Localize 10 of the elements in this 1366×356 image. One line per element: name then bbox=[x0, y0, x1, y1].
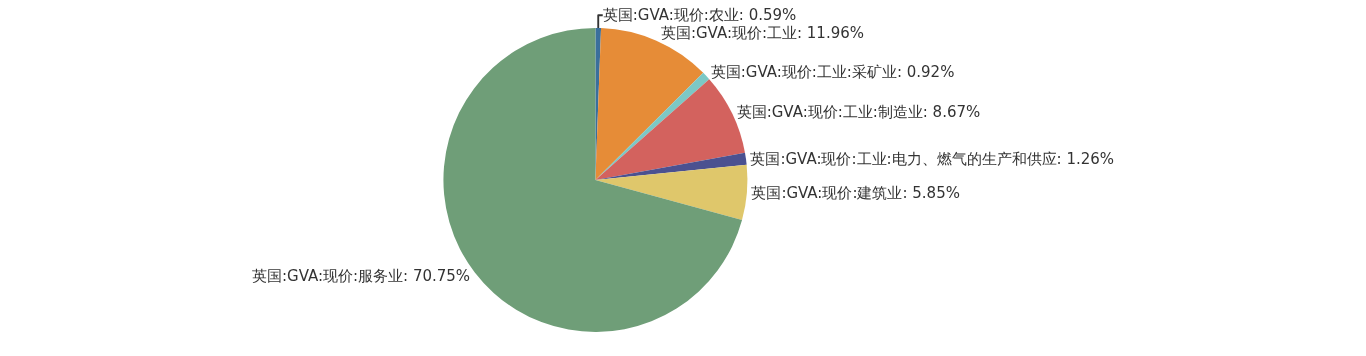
pie-slice bbox=[595, 164, 748, 221]
pie-slice bbox=[595, 152, 747, 180]
slice-label: 英国:GVA:现价:工业:采矿业: 0.92% bbox=[710, 62, 955, 81]
slice-label: 英国:GVA:现价:建筑业: 5.85% bbox=[751, 183, 960, 202]
slice-label: 英国:GVA:现价:农业: 0.59% bbox=[602, 6, 797, 25]
slice-label: 英国:GVA:现价:工业: 11.96% bbox=[660, 24, 865, 43]
slice-label: 英国:GVA:现价:服务业: 70.75% bbox=[251, 266, 471, 285]
slice-label: 英国:GVA:现价:工业:电力、燃气的生产和供应: 1.26% bbox=[750, 149, 1115, 168]
slice-label: 英国:GVA:现价:工业:制造业: 8.67% bbox=[736, 102, 981, 121]
pie-slice bbox=[595, 28, 602, 180]
